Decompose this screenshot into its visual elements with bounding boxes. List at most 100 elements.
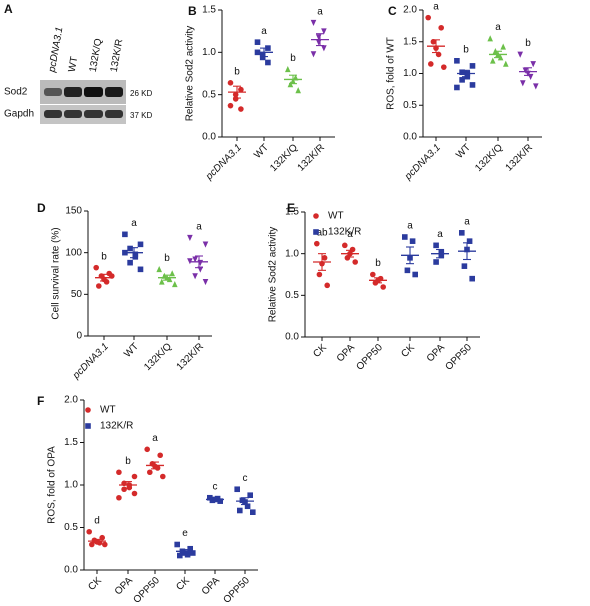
data-point (295, 87, 301, 94)
data-point (461, 263, 468, 269)
panel-label: E (287, 201, 295, 215)
data-point (250, 509, 256, 515)
x-tick-label: pcDNA3.1 (70, 341, 111, 382)
data-point (469, 275, 475, 282)
data-point (352, 259, 359, 265)
data-point (527, 73, 534, 80)
y-tick-label: 1.5 (64, 437, 78, 448)
data-point (137, 241, 144, 248)
legend-label: 132K/R (100, 421, 133, 432)
lane-label: WT (67, 56, 81, 73)
x-tick-label: OPA (425, 342, 447, 364)
data-point (425, 14, 432, 21)
data-point (227, 102, 234, 109)
data-point (122, 249, 128, 256)
significance-letter: c (243, 473, 248, 484)
significance-letter: a (131, 218, 137, 229)
x-tick-label: OPA (113, 575, 135, 597)
data-point (227, 80, 234, 86)
data-point (254, 39, 261, 45)
y-axis-title: Relative Sod2 activity (185, 26, 196, 122)
significance-letter: a (433, 1, 439, 12)
data-point (349, 246, 356, 253)
data-point (247, 492, 253, 498)
data-point (197, 259, 204, 266)
x-tick-label: OPP50 (221, 575, 252, 606)
data-point (310, 19, 317, 26)
blot-panel: A pcDNA3.1 WT 132K/Q 132K/R Sod2 Gapdh 2… (4, 2, 152, 124)
panel-label: D (37, 201, 46, 215)
y-tick-label: 0.0 (285, 332, 299, 343)
x-tick-label: pcDNA3.1 (203, 142, 244, 183)
data-point (156, 266, 162, 273)
data-point (116, 494, 122, 501)
x-tick-label: 132K/R (175, 341, 206, 372)
data-point (428, 61, 434, 67)
data-point (409, 238, 416, 244)
data-point (259, 54, 266, 61)
significance-letter: a (464, 216, 470, 227)
y-axis-title: Cell survival rate (%) (51, 227, 62, 319)
x-tick-label: WT (454, 142, 473, 161)
y-tick-label: 1.0 (285, 248, 299, 259)
data-point (127, 245, 133, 252)
marker-label: 37 KD (130, 111, 152, 120)
y-tick-label: 100 (65, 247, 82, 258)
x-tick-label: CK (86, 575, 104, 593)
data-point (144, 446, 150, 453)
x-tick-label: 132K/Q (268, 142, 300, 174)
x-tick-label: WT (252, 142, 271, 161)
data-point (159, 278, 165, 285)
data-point (96, 283, 102, 289)
significance-letter: b (463, 44, 469, 55)
y-tick-label: 0 (76, 331, 82, 342)
band (44, 88, 62, 96)
y-tick-label: 2.0 (403, 5, 417, 16)
y-tick-label: 0.5 (403, 100, 417, 111)
data-point (380, 284, 387, 290)
y-tick-label: 0.5 (202, 89, 216, 100)
data-point (192, 256, 198, 263)
significance-letter: a (347, 229, 353, 240)
y-tick-label: 50 (71, 289, 83, 300)
data-point (533, 83, 539, 90)
x-tick-label: 132K/R (296, 142, 327, 173)
y-axis-title: ROS, fold of OPA (47, 446, 58, 524)
panel-label: C (388, 4, 397, 18)
data-point (321, 255, 328, 261)
data-point (137, 266, 144, 273)
data-point (122, 231, 128, 238)
data-point (103, 279, 110, 285)
data-point (469, 63, 476, 69)
panel-label: A (4, 2, 13, 16)
blot-row (40, 105, 126, 124)
data-point (285, 65, 291, 73)
data-point (342, 242, 348, 249)
data-point (454, 84, 460, 91)
data-point (321, 28, 327, 35)
significance-letter: b (525, 38, 531, 49)
data-point (234, 486, 240, 493)
data-point (237, 507, 243, 514)
x-tick-label: OPA (335, 342, 357, 364)
band (84, 110, 103, 118)
y-tick-label: 2.0 (64, 395, 78, 406)
band (84, 87, 103, 97)
data-point (265, 59, 271, 66)
legend-label: WT (100, 405, 116, 416)
data-point (217, 498, 223, 504)
data-point (517, 51, 523, 58)
x-tick-label: 132K/Q (473, 142, 505, 174)
y-tick-label: 0.0 (202, 132, 216, 143)
data-point (313, 213, 319, 219)
data-point (157, 452, 163, 459)
data-point (85, 407, 91, 413)
data-point (121, 486, 127, 493)
significance-letter: d (94, 515, 100, 526)
chart: E Relative Sod2 activity 0.0 0.5 1.0 1.5 CK OPA… (268, 201, 480, 373)
y-tick-label: 1.0 (202, 47, 216, 58)
data-point (500, 43, 506, 50)
panel-label: B (188, 4, 197, 18)
marker-label: 26 KD (130, 89, 152, 98)
